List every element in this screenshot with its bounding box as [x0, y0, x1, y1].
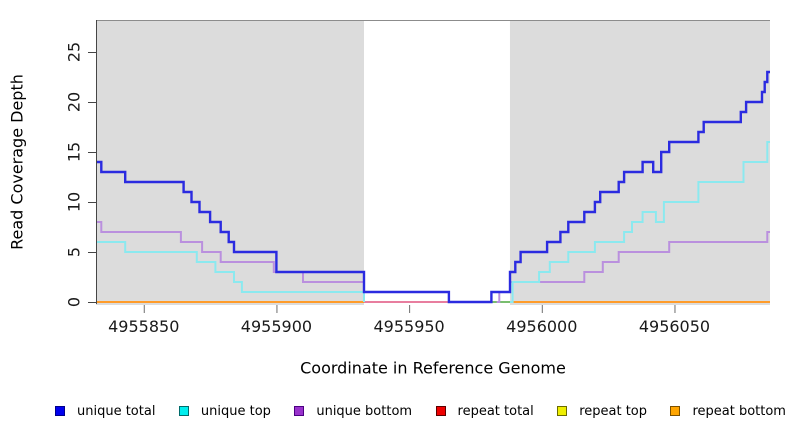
series-unique-top-line-1 — [510, 141, 770, 303]
legend-swatch-icon — [435, 406, 446, 416]
legend-label: repeat bottom — [692, 403, 786, 419]
legend-swatch-icon — [55, 406, 65, 416]
y-tick-label: 0 — [64, 296, 84, 308]
legend-label: repeat top — [579, 403, 647, 419]
legend-label: unique top — [200, 403, 271, 419]
legend-swatch-icon — [670, 406, 681, 416]
shaded-region-0 — [96, 20, 365, 305]
legend-item-unique-total: unique total — [55, 404, 155, 419]
x-tick-label: 4955850 — [108, 317, 180, 336]
legend-swatch-icon — [557, 406, 568, 416]
legend-item-unique-bottom: unique bottom — [294, 404, 412, 419]
y-tick-label: 20 — [64, 91, 84, 113]
legend-swatch-icon — [178, 406, 189, 416]
x-tick-label: 4956050 — [638, 317, 711, 336]
legend-item-repeat-bottom: repeat bottom — [670, 404, 786, 419]
legend-label: unique bottom — [316, 403, 413, 419]
legend-swatch-icon — [294, 406, 305, 416]
series-unique-total-line-0 — [96, 70, 770, 304]
legend-item-unique-top: unique top — [178, 403, 271, 419]
x-tick-label: 4955900 — [240, 317, 313, 336]
y-tick-label: 15 — [64, 141, 84, 163]
legend-label: unique total — [77, 403, 156, 419]
legend-item-repeat-top: repeat top — [557, 404, 647, 419]
x-tick-label: 4956000 — [506, 317, 578, 336]
x-tick-label: 4955950 — [373, 317, 445, 336]
legend-item-repeat-total: repeat total — [435, 403, 534, 419]
series-unique-top-line-0 — [96, 241, 365, 302]
x-axis-title: Coordinate in Reference Genome — [300, 358, 566, 378]
y-tick-label: 25 — [64, 41, 84, 63]
y-tick-label: 5 — [64, 246, 84, 258]
legend: unique total unique top unique bottom repea… — [55, 401, 786, 421]
y-tick-label: 10 — [64, 191, 84, 213]
shaded-region-1 — [509, 20, 770, 305]
legend-label: repeat total — [457, 403, 534, 419]
series-unique-bottom-line-0 — [96, 221, 365, 302]
y-axis-title: Read Coverage Depth — [7, 74, 27, 250]
